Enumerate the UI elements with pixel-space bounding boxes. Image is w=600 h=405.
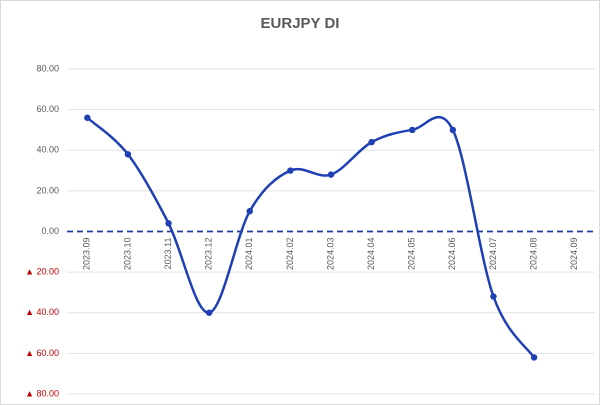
x-tick-label: 2023.11 xyxy=(163,238,173,270)
point-marker xyxy=(327,171,335,178)
point-marker xyxy=(84,114,91,121)
y-tick-label: 60.00 xyxy=(36,104,59,114)
y-tick-label: ▲ 20.00 xyxy=(25,267,59,277)
point-marker xyxy=(165,220,172,227)
x-tick-label: 2024.07 xyxy=(488,238,498,271)
point-marker xyxy=(205,309,213,316)
x-tick-label: 2024.06 xyxy=(447,238,457,271)
y-tick-label: 80.00 xyxy=(36,63,59,73)
x-tick-label: 2023.09 xyxy=(82,238,92,271)
x-tick-label: 2023.12 xyxy=(204,238,214,271)
x-tick-label: 2024.03 xyxy=(325,238,335,271)
x-tick-label: 2024.08 xyxy=(528,238,538,271)
point-marker xyxy=(409,126,416,134)
point-marker xyxy=(287,167,294,174)
y-tick-label: ▲ 40.00 xyxy=(25,307,59,317)
x-tick-label: 2024.01 xyxy=(244,238,254,271)
point-marker xyxy=(246,207,253,215)
y-tick-label: ▲ 80.00 xyxy=(25,388,59,398)
point-marker xyxy=(490,293,497,300)
point-marker xyxy=(449,126,457,134)
y-tick-label: 20.00 xyxy=(36,185,59,195)
x-tick-label: 2024.02 xyxy=(285,238,295,271)
x-tick-label: 2024.09 xyxy=(569,238,579,271)
y-tick-label: ▲ 60.00 xyxy=(25,348,59,358)
point-marker xyxy=(530,354,538,361)
chart-title: EURJPY DI xyxy=(261,15,340,32)
x-tick-label: 2024.05 xyxy=(407,238,417,271)
y-tick-label: 0.00 xyxy=(41,226,59,236)
point-marker xyxy=(124,151,132,158)
y-tick-label: 40.00 xyxy=(36,145,59,155)
point-marker xyxy=(368,138,375,146)
x-tick-label: 2023.10 xyxy=(122,238,132,271)
x-tick-label: 2024.04 xyxy=(366,238,376,271)
